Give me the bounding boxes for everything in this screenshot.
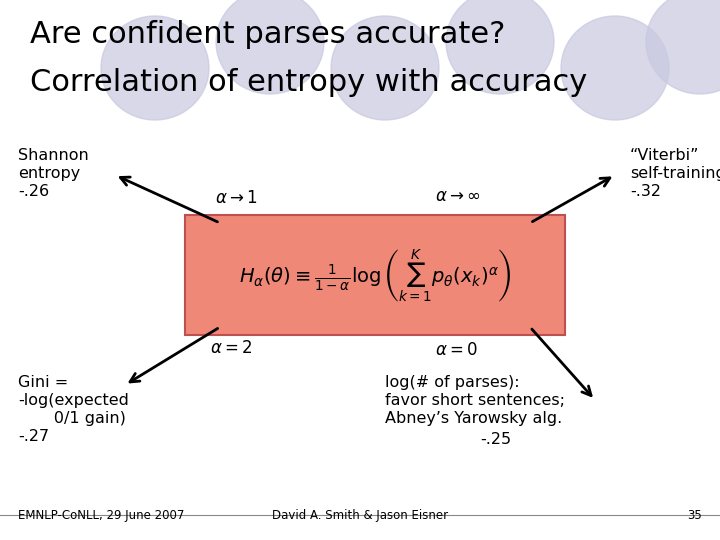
Ellipse shape (561, 16, 669, 120)
Text: $\alpha = 0$: $\alpha = 0$ (435, 341, 478, 359)
Text: “Viterbi”: “Viterbi” (630, 148, 700, 163)
Ellipse shape (216, 0, 324, 94)
Text: -.26: -.26 (18, 184, 49, 199)
Text: $\alpha = 2$: $\alpha = 2$ (210, 339, 253, 357)
Ellipse shape (446, 0, 554, 94)
Text: $\alpha \to \infty$: $\alpha \to \infty$ (435, 187, 480, 205)
Text: $\alpha \to 1$: $\alpha \to 1$ (215, 189, 258, 207)
FancyBboxPatch shape (185, 215, 565, 335)
Text: log(# of parses):: log(# of parses): (385, 375, 520, 390)
Text: Gini =: Gini = (18, 375, 68, 390)
Text: Correlation of entropy with accuracy: Correlation of entropy with accuracy (30, 68, 588, 97)
Text: -.27: -.27 (18, 429, 49, 444)
Text: Abney’s Yarowsky alg.: Abney’s Yarowsky alg. (385, 411, 562, 426)
Text: Are confident parses accurate?: Are confident parses accurate? (30, 20, 505, 49)
Text: Shannon: Shannon (18, 148, 89, 163)
Text: 0/1 gain): 0/1 gain) (18, 411, 126, 426)
Text: -.25: -.25 (480, 432, 511, 447)
Ellipse shape (646, 0, 720, 94)
Ellipse shape (101, 16, 209, 120)
Text: -.32: -.32 (630, 184, 661, 199)
Text: $H_{\alpha}(\theta) \equiv \frac{1}{1-\alpha} \log \left( \sum_{k=1}^{K} p_{\the: $H_{\alpha}(\theta) \equiv \frac{1}{1-\a… (239, 246, 511, 303)
Ellipse shape (331, 16, 439, 120)
Text: David A. Smith & Jason Eisner: David A. Smith & Jason Eisner (272, 509, 448, 522)
Text: self-training: self-training (630, 166, 720, 181)
Text: -log(expected: -log(expected (18, 393, 129, 408)
Text: favor short sentences;: favor short sentences; (385, 393, 565, 408)
Text: entropy: entropy (18, 166, 80, 181)
Text: EMNLP-CoNLL, 29 June 2007: EMNLP-CoNLL, 29 June 2007 (18, 509, 184, 522)
Text: 35: 35 (688, 509, 702, 522)
